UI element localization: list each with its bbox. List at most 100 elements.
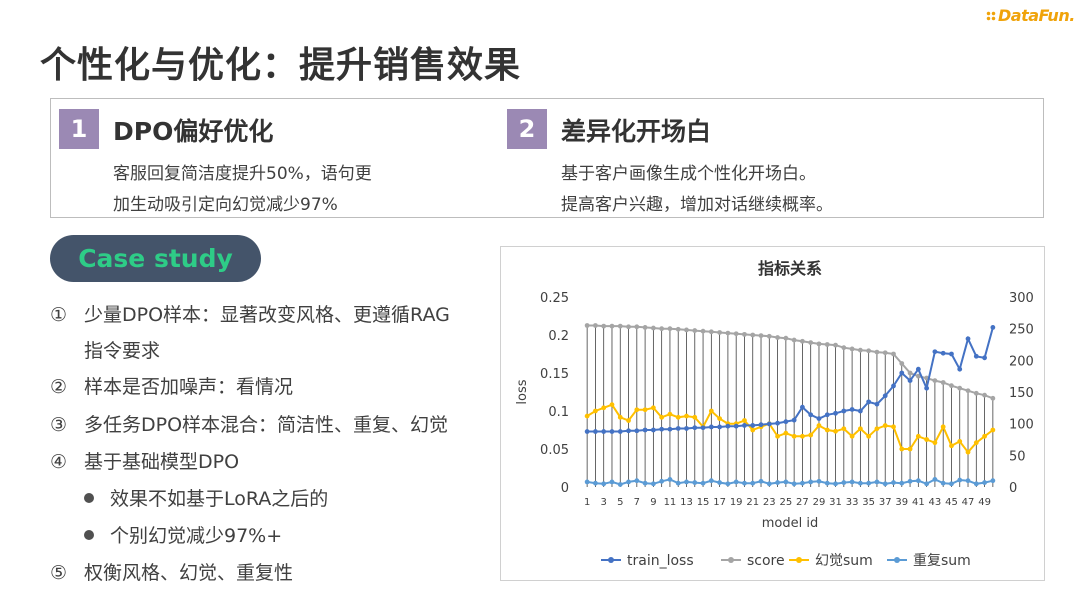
series-point-train_loss bbox=[733, 423, 739, 429]
series-point-重复sum bbox=[725, 481, 731, 487]
series-point-score bbox=[899, 361, 905, 366]
series-point-score bbox=[965, 388, 971, 394]
series-point-train_loss bbox=[650, 427, 656, 433]
series-point-train_loss bbox=[593, 429, 598, 434]
point-2-desc-line: 基于客户画像生成个性化开场白。 bbox=[561, 164, 816, 184]
x-tick-label: 47 bbox=[962, 497, 975, 508]
series-point-score bbox=[717, 330, 723, 335]
series-point-score bbox=[990, 395, 996, 401]
series-point-幻觉sum bbox=[675, 414, 681, 420]
series-point-重复sum bbox=[667, 477, 673, 482]
series-line-重复sum bbox=[586, 478, 994, 486]
x-tick-label: 43 bbox=[929, 497, 942, 508]
series-point-score bbox=[816, 341, 822, 347]
point-2-desc: 基于客户画像生成个性化开场白。 提高客户兴趣，增加对话继续概率。 bbox=[561, 159, 961, 221]
case-item-mark: ② bbox=[50, 376, 68, 398]
legend-label: 重复sum bbox=[913, 552, 971, 569]
series-point-score bbox=[882, 350, 888, 356]
point-2-desc-line: 提高客户兴趣，增加对话继续概率。 bbox=[561, 195, 833, 215]
series-point-重复sum bbox=[733, 479, 739, 485]
series-point-幻觉sum bbox=[957, 439, 963, 444]
series-point-score bbox=[642, 325, 648, 330]
metrics-chart-svg: 指标关系 0 0.05 0.1 0.15 0.2 0.25 0 50 100 150 200 250 30… bbox=[515, 259, 1034, 569]
series-point-重复sum bbox=[957, 477, 963, 483]
series-point-train_loss bbox=[626, 428, 631, 434]
series-point-score bbox=[758, 333, 764, 339]
series-point-幻觉sum bbox=[684, 413, 689, 419]
series-point-重复sum bbox=[866, 480, 872, 486]
y2-tick-label: 300 bbox=[1009, 291, 1034, 306]
series-point-train_loss bbox=[949, 351, 954, 357]
y2-tick-label: 150 bbox=[1009, 386, 1034, 401]
series-point-幻觉sum bbox=[609, 402, 615, 408]
series-point-train_loss bbox=[866, 399, 872, 405]
series-point-score bbox=[609, 323, 615, 329]
logo-dots-icon bbox=[986, 11, 996, 21]
x-tick-label: 23 bbox=[763, 497, 776, 508]
x-tick-label: 17 bbox=[713, 497, 726, 508]
x-tick-label: 35 bbox=[862, 497, 875, 508]
series-point-重复sum bbox=[915, 478, 921, 484]
point-1-title: DPO偏好优化 bbox=[113, 117, 274, 146]
metrics-chart: 指标关系 0 0.05 0.1 0.15 0.2 0.25 0 50 100 150 200 250 30… bbox=[500, 246, 1045, 581]
series-point-score bbox=[874, 349, 880, 355]
series-point-score bbox=[601, 323, 607, 329]
series-point-幻觉sum bbox=[601, 405, 607, 411]
series-point-重复sum bbox=[634, 478, 640, 484]
series-point-train_loss bbox=[684, 426, 689, 431]
datafun-logo: DataFun. bbox=[986, 6, 1076, 28]
series-point-重复sum bbox=[924, 481, 930, 487]
series-point-幻觉sum bbox=[849, 433, 855, 439]
series-point-train_loss bbox=[940, 350, 946, 356]
point-1-number: 1 bbox=[59, 109, 99, 149]
series-point-score bbox=[667, 326, 673, 332]
series-point-幻觉sum bbox=[874, 426, 880, 432]
series-point-train_loss bbox=[667, 426, 673, 432]
series-point-幻觉sum bbox=[882, 423, 888, 428]
point-1-desc-line: 客服回复简洁度提升50%，语句更 bbox=[113, 164, 372, 184]
y-tick-label: 0.2 bbox=[548, 329, 569, 344]
y-tick-label: 0.15 bbox=[540, 367, 569, 382]
series-point-重复sum bbox=[708, 478, 714, 484]
x-tick-label: 19 bbox=[730, 497, 743, 508]
page-title: 个性化与优化：提升销售效果 bbox=[40, 45, 522, 86]
y2-tick-label: 200 bbox=[1009, 354, 1034, 369]
series-point-score bbox=[907, 370, 913, 376]
series-point-幻觉sum bbox=[808, 432, 814, 438]
y-tick-label: 0.1 bbox=[548, 405, 569, 420]
series-point-score bbox=[684, 327, 689, 333]
series-point-幻觉sum bbox=[634, 407, 640, 413]
series-point-score bbox=[675, 326, 681, 332]
series-point-幻觉sum bbox=[891, 424, 896, 430]
point-1-desc: 客服回复简洁度提升50%，语句更 加生动吸引定向幻觉减少97% bbox=[113, 159, 513, 221]
series-point-train_loss bbox=[675, 426, 681, 431]
series-point-重复sum bbox=[742, 480, 747, 486]
series-point-train_loss bbox=[874, 401, 880, 407]
series-point-train_loss bbox=[957, 366, 963, 372]
legend-label: 幻觉sum bbox=[815, 553, 873, 569]
legend-label: train_loss bbox=[627, 553, 694, 569]
series-point-score bbox=[866, 348, 872, 354]
series-point-score bbox=[800, 338, 805, 344]
series-point-重复sum bbox=[791, 481, 797, 487]
series-point-重复sum bbox=[758, 478, 764, 484]
series-point-幻觉sum bbox=[899, 446, 905, 452]
case-item-text: 基于基础模型DPO bbox=[84, 451, 240, 473]
series-point-幻觉sum bbox=[973, 440, 979, 446]
series-point-train_loss bbox=[584, 429, 590, 434]
series-point-score bbox=[833, 342, 838, 348]
case-item-text: 少量DPO样本：显著改变风格、更遵循RAG bbox=[84, 304, 450, 326]
series-point-幻觉sum bbox=[990, 427, 996, 433]
x-axis-label: model id bbox=[762, 516, 818, 531]
case-item-text: 个别幻觉减少97%+ bbox=[110, 525, 283, 547]
case-item-text: 权衡风格、幻觉、重复性 bbox=[84, 562, 294, 584]
x-tick-label: 39 bbox=[895, 497, 908, 508]
series-point-score bbox=[849, 346, 855, 352]
case-subitem: 个别幻觉减少97%+ bbox=[84, 521, 282, 548]
series-point-幻觉sum bbox=[915, 433, 921, 439]
x-tick-label: 7 bbox=[634, 497, 640, 508]
series-point-重复sum bbox=[800, 480, 805, 486]
case-item-mark: ④ bbox=[50, 451, 68, 473]
series-point-重复sum bbox=[626, 479, 631, 485]
point-2-number: 2 bbox=[507, 109, 547, 149]
